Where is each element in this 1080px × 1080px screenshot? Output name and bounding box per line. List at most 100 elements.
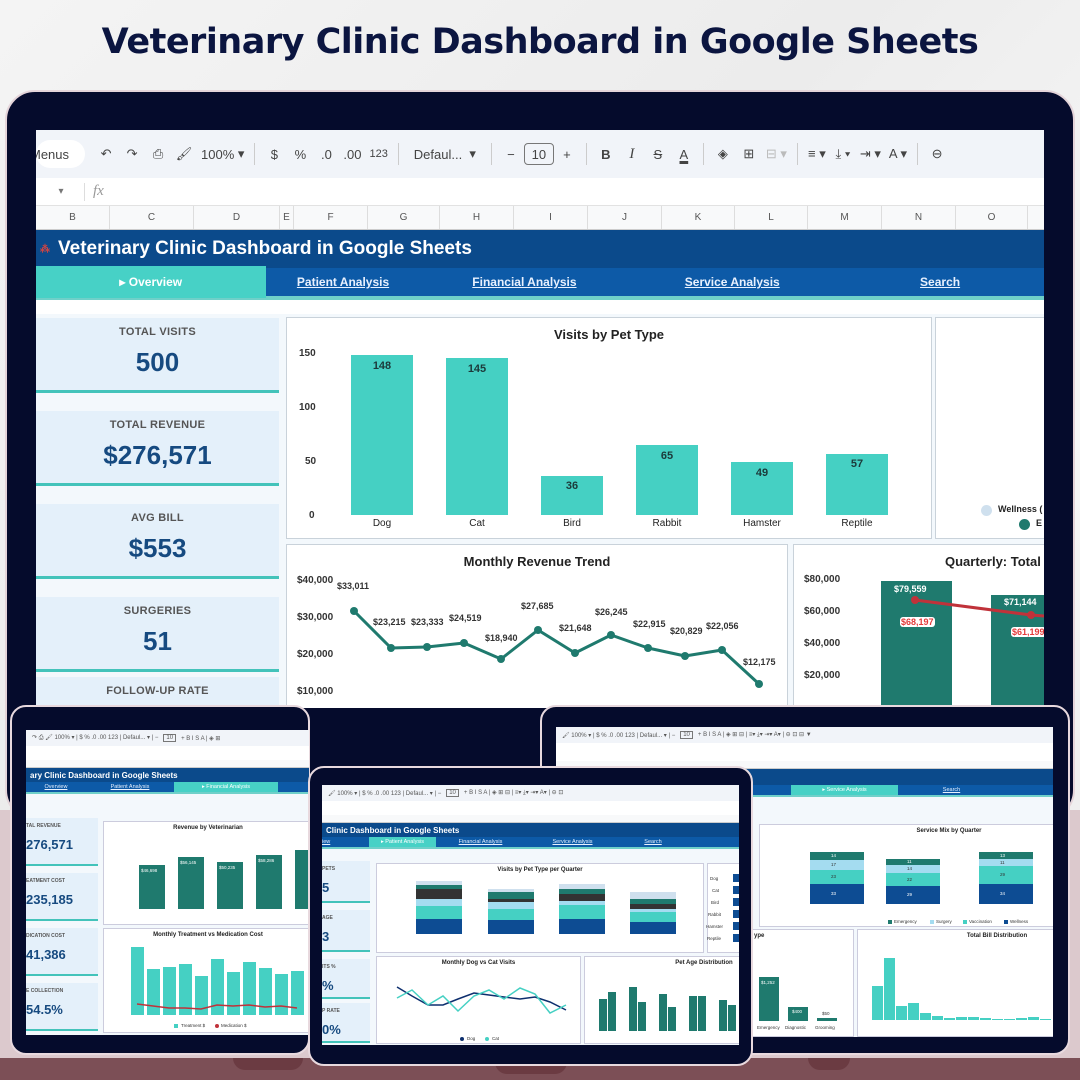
tab-overview[interactable]: ▸ Overview [36, 266, 266, 298]
italic-button[interactable]: I [629, 145, 635, 162]
undo-icon[interactable]: ↶ [100, 146, 112, 161]
chart-service-mix-by-quarter[interactable]: Service Mix by Quarter 14 17 23 33 11 14… [759, 824, 1053, 927]
bar-hamster[interactable] [731, 462, 793, 515]
font-select[interactable]: Defaul... ▾ [413, 146, 476, 162]
merge-cells-icon[interactable]: ⊟ ▾ [765, 146, 787, 161]
chart-visits-by-pet-type-per-quarter[interactable]: Visits by Pet Type per Quarter [376, 863, 704, 953]
fx-icon: fx [93, 183, 104, 199]
column-header[interactable]: E [280, 206, 294, 229]
horizontal-align-icon[interactable]: ≡ ▾ [808, 146, 826, 161]
font-size-input[interactable]: 10 [523, 143, 554, 165]
bar[interactable] [139, 865, 165, 909]
tab-financial-analysis[interactable]: Financial Analysis [458, 839, 503, 845]
bar-cat[interactable] [446, 358, 508, 515]
chart-total-bill-distribution[interactable]: Total Bill Distribution [857, 929, 1053, 1037]
mini-column-headers [322, 815, 739, 823]
chart-pet-age-distribution[interactable]: Pet Age Distribution [584, 956, 739, 1044]
bar-dog[interactable] [351, 355, 413, 515]
chart-avg-bill-by-service[interactable]: ype $1,252 $400 $50 Emergency Diagnostic… [751, 929, 854, 1037]
tab-patient-analysis[interactable]: Patient Analysis [296, 275, 390, 289]
bar[interactable] [217, 862, 243, 909]
bar[interactable] [256, 855, 282, 909]
column-header[interactable]: M [808, 206, 882, 229]
decrease-decimal-button[interactable]: .0 [321, 146, 332, 162]
bar-rabbit[interactable] [636, 445, 698, 515]
tab-overview[interactable]: Overview [44, 784, 68, 790]
bar[interactable] [178, 857, 204, 909]
tab-financial-analysis[interactable]: Financial Analysis [472, 275, 577, 289]
column-header[interactable]: L [735, 206, 808, 229]
tab-search[interactable]: Search [644, 839, 662, 845]
chart-visits-by-pet-type[interactable]: Visits by Pet Type 150 100 50 0 148 Dog … [286, 317, 932, 539]
chart-monthly-dog-vs-cat[interactable]: Monthly Dog vs Cat Visits Dog Cat [376, 956, 581, 1044]
bar-label: 36 [565, 480, 579, 492]
column-header[interactable]: G [368, 206, 440, 229]
percent-button[interactable]: % [294, 146, 307, 162]
text-wrap-icon[interactable]: ⇥ ▾ [859, 146, 881, 161]
chart-quarterly-total[interactable]: Quarterly: Total $80,000 $60,000 $40,000… [793, 544, 1044, 708]
kpi-rate: P RATE 0% [322, 1003, 370, 1043]
font-size-decrease[interactable]: − [507, 146, 515, 162]
tab-service-analysis[interactable]: Service Analysis [684, 275, 780, 289]
tab-search[interactable]: Search [942, 787, 961, 793]
strikethrough-button[interactable]: S [653, 146, 663, 162]
chart-treatment-vs-medication[interactable]: Monthly Treatment vs Medication Cost Tre… [103, 928, 309, 1033]
kpi-visits-pct: ITS % % [322, 959, 370, 999]
x-label: Hamster [743, 518, 781, 529]
line-label: $68,197 [900, 617, 935, 627]
tab-patient-analysis[interactable]: ▸ Patient Analysis [369, 837, 436, 847]
menus-search[interactable]: Menus [36, 140, 86, 168]
bar[interactable] [817, 1018, 837, 1021]
paint-format-icon[interactable]: 🖌 [175, 146, 193, 161]
bar[interactable] [759, 977, 779, 1021]
mini-formula-bar [322, 801, 739, 815]
column-header[interactable]: B [36, 206, 110, 229]
chart-revenue-by-veterinarian[interactable]: Revenue by Veterinarian $46,698 $56,145 … [103, 821, 309, 925]
bar[interactable] [295, 850, 309, 909]
tab-patient-analysis[interactable]: Patient Analysis [110, 784, 150, 790]
chart-pet-type-hbar-partial[interactable]: Dog Cat Bird Rabbit Hamster Reptile [706, 863, 739, 953]
tab-overview[interactable]: iew [322, 839, 331, 845]
tab-service-analysis[interactable]: ▸ Service Analysis [791, 785, 898, 795]
name-box-dropdown[interactable]: ▾ [58, 186, 64, 197]
print-icon[interactable]: ⎙ [152, 146, 164, 161]
chart-service-pie-partial[interactable]: Wellness ( E [935, 317, 1044, 539]
number-format-button[interactable]: 123 [369, 148, 388, 160]
legend-label: Emergency [894, 919, 917, 924]
tab-financial-analysis[interactable]: ▸ Financial Analysis [174, 782, 278, 792]
bar-label: 148 [372, 360, 392, 372]
zoom-select[interactable]: 100% ▾ [201, 146, 245, 162]
bar-bird[interactable] [541, 476, 603, 515]
divider [585, 143, 587, 165]
tab-search[interactable]: Search [920, 275, 961, 289]
redo-icon[interactable]: ↷ [126, 146, 138, 161]
column-header[interactable]: O [956, 206, 1028, 229]
currency-button[interactable]: $ [270, 146, 279, 162]
column-header[interactable]: F [294, 206, 368, 229]
text-rotation-icon[interactable]: A ▾ [888, 146, 908, 161]
formula-input[interactable] [104, 182, 1044, 202]
bar-label: 34 [1000, 891, 1006, 896]
column-header[interactable]: I [514, 206, 588, 229]
point-label: $27,685 [521, 601, 554, 611]
column-header[interactable]: H [440, 206, 514, 229]
kpi-value: 54.5% [26, 1002, 63, 1017]
text-color-button[interactable]: A [679, 146, 689, 162]
font-size-increase[interactable]: + [563, 146, 571, 162]
bar-reptile[interactable] [826, 454, 888, 515]
divider [490, 143, 492, 165]
increase-decimal-button[interactable]: .00 [343, 146, 362, 162]
vertical-align-icon[interactable]: ⤓ ▾ [835, 146, 851, 161]
column-header[interactable]: N [882, 206, 956, 229]
column-header[interactable]: J [588, 206, 662, 229]
chart-monthly-revenue-trend[interactable]: Monthly Revenue Trend $40,000 $30,000 $2… [286, 544, 788, 708]
tab-service-analysis[interactable]: Service Analysis [552, 839, 593, 845]
column-header[interactable]: D [194, 206, 280, 229]
fill-color-icon[interactable]: ◈ [717, 146, 728, 161]
bold-button[interactable]: B [601, 146, 611, 162]
column-header[interactable]: C [110, 206, 194, 229]
column-header[interactable]: K [662, 206, 735, 229]
bar[interactable] [788, 1007, 808, 1021]
borders-icon[interactable]: ⊞ [743, 146, 755, 161]
link-icon[interactable]: ⊖ [931, 146, 943, 161]
